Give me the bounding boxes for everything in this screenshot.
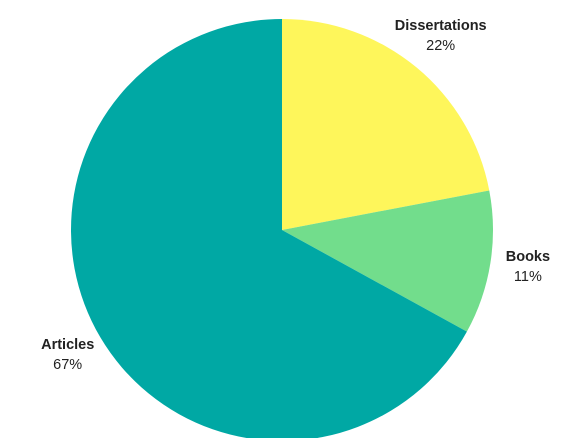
pie-slice-books <box>282 190 493 332</box>
pie-slice-articles <box>71 19 467 438</box>
slice-label-books: Books <box>506 249 550 265</box>
slice-value-articles: 67% <box>53 357 82 373</box>
slice-value-books: 11% <box>514 269 542 285</box>
slice-value-dissertations: 22% <box>426 38 455 54</box>
slice-label-articles: Articles <box>41 337 94 353</box>
slice-labels: Dissertations 22% Books 11% Articles 67% <box>41 18 550 373</box>
slice-label-dissertations: Dissertations <box>395 18 487 34</box>
pie-slice-dissertations <box>282 19 490 230</box>
pie-slices <box>71 19 493 438</box>
